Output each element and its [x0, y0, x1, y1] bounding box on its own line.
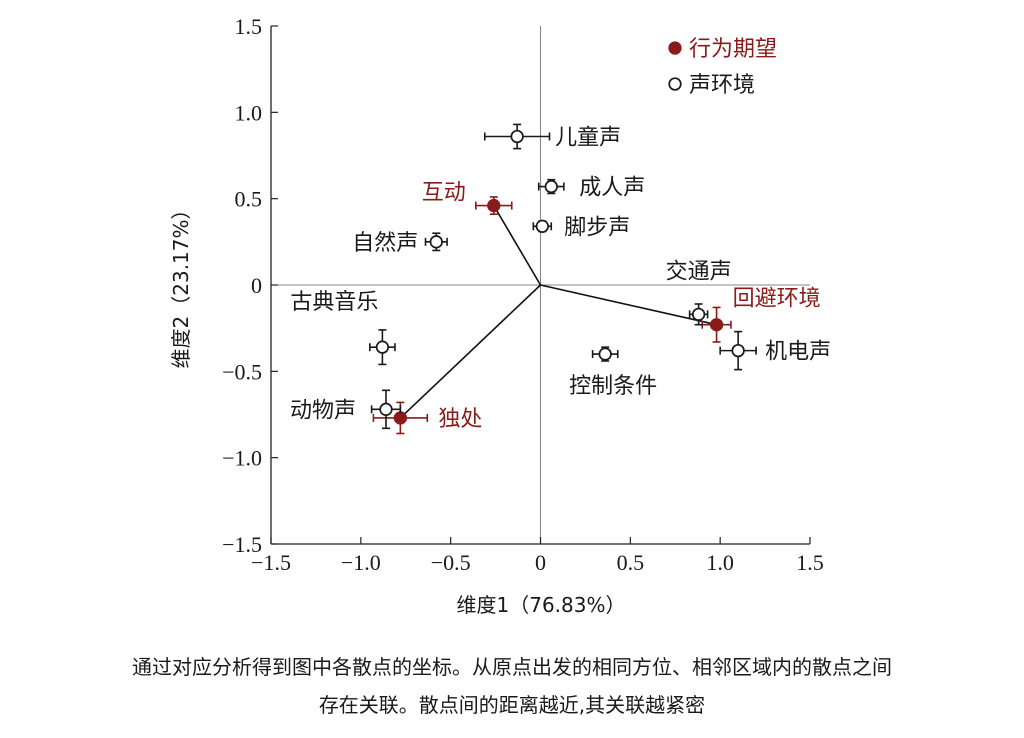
point-label: 交通声	[666, 259, 732, 284]
open-point	[429, 235, 443, 249]
open-point	[375, 340, 390, 354]
open-point	[510, 129, 524, 144]
point-label: 自然声	[352, 231, 418, 256]
filled-point	[487, 198, 501, 213]
point-group: 脚步声	[532, 215, 630, 240]
point-group: 回避环境	[701, 287, 821, 343]
open-point	[535, 219, 549, 233]
open-point	[598, 347, 612, 361]
vector-line	[540, 284, 717, 326]
axes: −1.5 −1.0 −0.5 0 0.5 1.0 1.5 −1.5 −1.0 −0.5 0 0.5 1.…	[222, 14, 824, 575]
open-point	[544, 179, 558, 194]
x-tick-label: −0.5	[431, 550, 471, 575]
x-tick-label: −1.0	[341, 550, 381, 575]
x-tick-label: 1.5	[796, 550, 824, 575]
x-tick-label: 1.0	[706, 550, 734, 575]
point-label: 机电声	[765, 340, 831, 365]
legend-marker	[668, 77, 682, 91]
point-group: 成人声	[537, 176, 645, 201]
y-tick-label: −1.5	[222, 532, 262, 557]
figure-caption: 通过对应分析得到图中各散点的坐标。从原点出发的相同方位、相邻区域内的散点之间 存…	[0, 648, 1024, 724]
point-group: 动物声	[290, 389, 402, 430]
point-label: 脚步声	[564, 215, 630, 240]
point-label: 成人声	[579, 176, 645, 201]
point-label: 控制条件	[569, 374, 657, 399]
open-point	[691, 307, 706, 322]
y-axis-title: 维度2（23.17%）	[169, 200, 193, 369]
point-group: 交通声	[666, 259, 732, 326]
x-tick-label: 0	[535, 550, 546, 575]
vector-line	[399, 284, 542, 419]
y-tick-label: 1.0	[235, 100, 263, 125]
point-group: 儿童声	[484, 123, 621, 151]
y-tick-label: −0.5	[222, 359, 262, 384]
point-group: 自然声	[352, 231, 448, 256]
x-tick-label: −1.5	[251, 550, 291, 575]
caption-line-2: 存在关联。散点间的距离越近,其关联越紧密	[318, 693, 706, 717]
filled-point	[709, 318, 724, 332]
point-label: 回避环境	[733, 287, 821, 312]
vector-lines	[399, 205, 717, 419]
vector-line	[493, 205, 542, 286]
point-group: 机电声	[719, 330, 831, 371]
point-label: 互动	[422, 181, 466, 206]
point-group: 互动	[422, 181, 513, 216]
y-tick-label: −1.0	[222, 446, 262, 471]
point-label: 儿童声	[555, 126, 621, 151]
correspondence-analysis-chart: −1.5 −1.0 −0.5 0 0.5 1.0 1.5 −1.5 −1.0 −0.5 0 0.5 1.…	[169, 14, 831, 617]
filled-point	[393, 411, 408, 425]
point-group: 古典音乐	[290, 290, 396, 366]
point-group: 独处	[372, 401, 482, 435]
y-tick-label: 1.5	[235, 14, 263, 39]
y-tick-label: 0	[251, 273, 262, 298]
x-tick-label: 0.5	[617, 550, 645, 575]
open-point	[379, 402, 393, 416]
y-tick-label: 0.5	[235, 187, 263, 212]
legend-marker	[668, 41, 682, 55]
point-label: 独处	[438, 407, 482, 432]
point-label: 动物声	[290, 398, 356, 423]
point-label: 古典音乐	[290, 290, 378, 315]
legend-label: 声环境	[689, 73, 755, 98]
open-point	[731, 343, 745, 358]
point-group: 控制条件	[569, 346, 657, 399]
legend-label: 行为期望	[689, 37, 777, 62]
caption-line-1: 通过对应分析得到图中各散点的坐标。从原点出发的相同方位、相邻区域内的散点之间	[132, 655, 892, 679]
x-axis-title: 维度1（76.83%）	[457, 593, 626, 617]
